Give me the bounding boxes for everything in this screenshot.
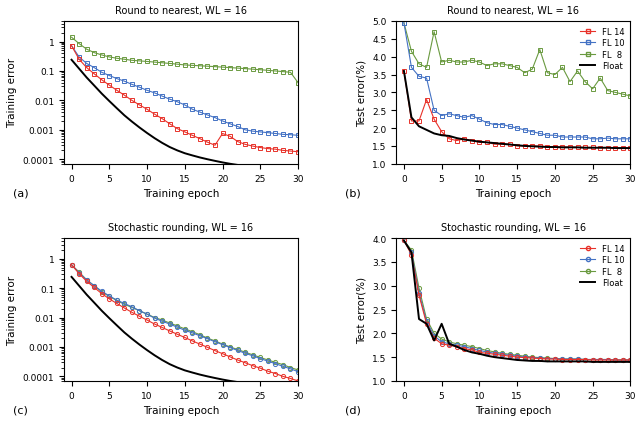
X-axis label: Training epoch: Training epoch bbox=[143, 189, 220, 198]
X-axis label: Training epoch: Training epoch bbox=[475, 405, 552, 415]
Title: Stochastic rounding, WL = 16: Stochastic rounding, WL = 16 bbox=[441, 222, 586, 232]
Y-axis label: Test error(%): Test error(%) bbox=[356, 60, 367, 127]
X-axis label: Training epoch: Training epoch bbox=[143, 405, 220, 415]
Y-axis label: Training error: Training error bbox=[7, 275, 17, 345]
Legend: FL 14, FL 10, FL  8, Float: FL 14, FL 10, FL 8, Float bbox=[579, 243, 626, 290]
Title: Stochastic rounding, WL = 16: Stochastic rounding, WL = 16 bbox=[108, 222, 253, 232]
Y-axis label: Test error(%): Test error(%) bbox=[356, 276, 367, 343]
Text: (a): (a) bbox=[13, 188, 28, 198]
Title: Round to nearest, WL = 16: Round to nearest, WL = 16 bbox=[447, 6, 579, 16]
Text: (d): (d) bbox=[345, 404, 361, 414]
Y-axis label: Training error: Training error bbox=[7, 58, 17, 128]
X-axis label: Training epoch: Training epoch bbox=[475, 189, 552, 198]
Text: (b): (b) bbox=[345, 188, 360, 198]
Title: Round to nearest, WL = 16: Round to nearest, WL = 16 bbox=[115, 6, 247, 16]
Text: (c): (c) bbox=[13, 404, 28, 414]
Legend: FL 14, FL 10, FL  8, Float: FL 14, FL 10, FL 8, Float bbox=[579, 26, 626, 73]
